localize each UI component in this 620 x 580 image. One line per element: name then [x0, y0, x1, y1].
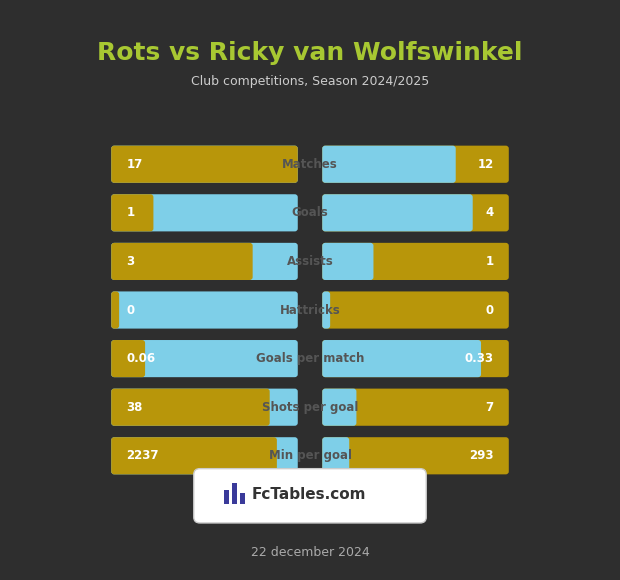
Text: 7: 7 [485, 401, 494, 414]
Text: 0: 0 [485, 303, 494, 317]
FancyBboxPatch shape [111, 146, 298, 183]
FancyBboxPatch shape [322, 243, 373, 280]
Text: 2237: 2237 [126, 450, 159, 462]
FancyBboxPatch shape [322, 437, 349, 474]
FancyBboxPatch shape [322, 194, 509, 231]
FancyBboxPatch shape [111, 340, 145, 377]
Text: 0.33: 0.33 [464, 352, 494, 365]
FancyBboxPatch shape [194, 469, 426, 523]
Text: 38: 38 [126, 401, 143, 414]
FancyBboxPatch shape [111, 243, 298, 280]
Bar [224, 490, 229, 505]
FancyBboxPatch shape [111, 194, 298, 231]
FancyBboxPatch shape [111, 291, 298, 329]
Text: FcTables.com: FcTables.com [252, 487, 366, 502]
Text: Goals per match: Goals per match [256, 352, 364, 365]
FancyBboxPatch shape [111, 146, 298, 183]
FancyBboxPatch shape [111, 437, 277, 474]
Text: 22 december 2024: 22 december 2024 [250, 546, 370, 560]
FancyBboxPatch shape [322, 389, 356, 426]
FancyBboxPatch shape [111, 291, 119, 329]
Text: 1: 1 [485, 255, 494, 268]
FancyBboxPatch shape [322, 146, 509, 183]
Text: 3: 3 [126, 255, 135, 268]
Text: Hattricks: Hattricks [280, 303, 340, 317]
Text: 17: 17 [126, 158, 143, 171]
FancyBboxPatch shape [111, 194, 153, 231]
Bar [232, 483, 237, 505]
FancyBboxPatch shape [322, 389, 509, 426]
Text: Assists: Assists [286, 255, 334, 268]
FancyBboxPatch shape [322, 243, 509, 280]
Text: Shots per goal: Shots per goal [262, 401, 358, 414]
FancyBboxPatch shape [322, 291, 509, 329]
Text: 1: 1 [126, 206, 135, 219]
FancyBboxPatch shape [322, 146, 456, 183]
FancyBboxPatch shape [111, 389, 298, 426]
FancyBboxPatch shape [111, 437, 298, 474]
Text: 4: 4 [485, 206, 494, 219]
Text: Min per goal: Min per goal [268, 450, 352, 462]
Text: Goals: Goals [291, 206, 329, 219]
Text: 0.06: 0.06 [126, 352, 156, 365]
Text: Rots vs Ricky van Wolfswinkel: Rots vs Ricky van Wolfswinkel [97, 41, 523, 65]
Text: 293: 293 [469, 450, 494, 462]
Text: 12: 12 [477, 158, 494, 171]
Text: Matches: Matches [282, 158, 338, 171]
FancyBboxPatch shape [111, 340, 298, 377]
FancyBboxPatch shape [111, 243, 253, 280]
FancyBboxPatch shape [111, 389, 270, 426]
FancyBboxPatch shape [322, 194, 472, 231]
Bar [241, 493, 245, 505]
Text: Club competitions, Season 2024/2025: Club competitions, Season 2024/2025 [191, 75, 429, 88]
FancyBboxPatch shape [322, 340, 509, 377]
FancyBboxPatch shape [322, 291, 330, 329]
FancyBboxPatch shape [322, 437, 509, 474]
Text: 0: 0 [126, 303, 135, 317]
FancyBboxPatch shape [322, 340, 481, 377]
